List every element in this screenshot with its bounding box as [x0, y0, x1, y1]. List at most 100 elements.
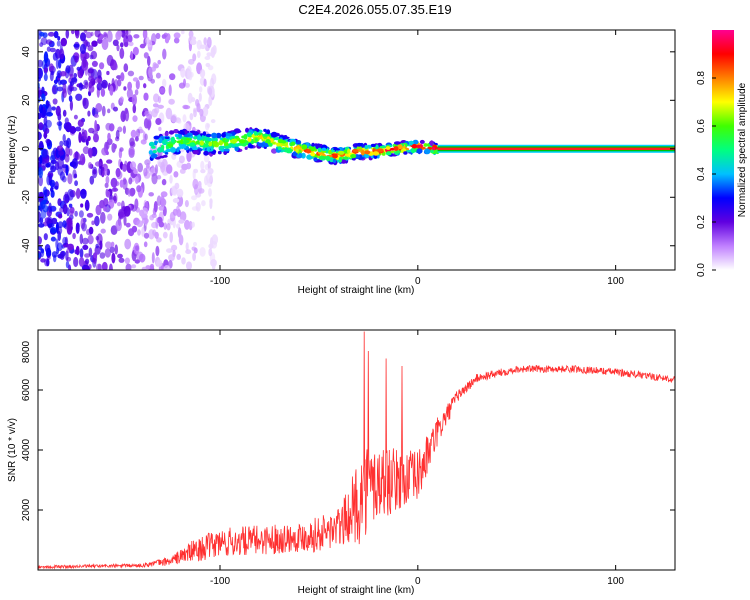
signal-blob: [412, 139, 419, 145]
signal-blob: [429, 140, 434, 147]
noise-speckle: [155, 118, 162, 125]
signal-blob: [313, 157, 318, 162]
noise-speckle: [145, 200, 149, 208]
noise-speckle: [173, 37, 180, 44]
noise-speckle: [75, 188, 81, 199]
noise-speckle: [191, 221, 195, 228]
signal-blob: [212, 140, 218, 147]
noise-speckle: [94, 119, 98, 132]
noise-speckle: [204, 56, 211, 60]
noise-speckle: [132, 77, 139, 82]
noise-speckle: [120, 72, 125, 82]
noise-speckle: [211, 234, 219, 245]
noise-speckle: [211, 215, 215, 221]
noise-speckle: [73, 173, 78, 179]
noise-speckle: [51, 217, 58, 225]
colorbar-tick-label: 0.8: [696, 71, 707, 85]
noise-speckle: [162, 78, 167, 88]
noise-speckle: [39, 32, 45, 37]
signal-blob: [189, 142, 196, 147]
noise-speckle: [63, 193, 70, 204]
noise-speckle: [38, 175, 43, 187]
spectrogram-xtick-label: 0: [415, 276, 421, 287]
noise-speckle: [74, 210, 78, 217]
noise-speckle: [186, 261, 192, 270]
noise-speckle: [185, 249, 192, 255]
noise-speckle: [99, 252, 106, 259]
signal-blob: [271, 141, 276, 145]
noise-speckle: [55, 58, 60, 70]
noise-speckle: [156, 175, 162, 180]
noise-speckle: [181, 257, 186, 265]
noise-speckle: [106, 30, 113, 43]
noise-speckle: [105, 151, 109, 156]
signal-blob: [424, 148, 431, 155]
noise-speckle: [155, 245, 160, 257]
noise-speckle: [186, 162, 192, 170]
noise-speckle: [127, 81, 132, 91]
noise-speckle: [153, 107, 160, 114]
signal-blob: [385, 146, 391, 150]
noise-speckle: [114, 244, 118, 255]
noise-speckle: [48, 202, 52, 213]
noise-speckle: [93, 133, 99, 143]
noise-speckle: [161, 34, 167, 39]
noise-speckle: [59, 140, 64, 147]
noise-speckle: [82, 244, 89, 250]
noise-speckle: [211, 263, 216, 270]
noise-speckle: [67, 173, 73, 185]
noise-speckle: [183, 105, 191, 110]
noise-speckle: [197, 50, 201, 59]
noise-speckle: [91, 40, 98, 47]
colorbar-tick-label: 0.2: [696, 215, 707, 229]
noise-speckle: [56, 145, 64, 151]
noise-speckle: [193, 247, 198, 254]
noise-speckle: [50, 165, 57, 173]
noise-speckle: [91, 106, 96, 117]
noise-speckle: [197, 180, 202, 188]
noise-speckle: [40, 199, 46, 209]
noise-speckle: [104, 165, 108, 177]
signal-blob: [432, 147, 436, 151]
noise-speckle: [62, 220, 67, 228]
spectrogram-heatmap: [38, 30, 675, 270]
signal-blob: [162, 154, 168, 158]
noise-speckle: [208, 248, 213, 257]
noise-speckle: [87, 162, 93, 169]
noise-speckle: [123, 63, 129, 73]
noise-speckle: [142, 30, 148, 40]
noise-speckle: [46, 258, 50, 267]
noise-speckle: [73, 73, 78, 78]
noise-speckle: [56, 86, 64, 92]
noise-speckle: [71, 158, 78, 169]
noise-speckle: [68, 203, 73, 208]
noise-speckle: [117, 202, 122, 207]
signal-blob: [315, 159, 323, 163]
signal-blob: [309, 146, 316, 152]
noise-speckle: [69, 125, 76, 134]
noise-speckle: [78, 210, 84, 218]
noise-speckle: [168, 84, 172, 96]
noise-speckle: [59, 48, 65, 60]
noise-speckle: [104, 248, 111, 258]
signal-blob: [372, 151, 380, 156]
noise-speckle: [43, 67, 49, 73]
noise-speckle: [84, 199, 90, 211]
noise-speckle: [117, 253, 123, 259]
noise-speckle: [116, 44, 120, 52]
noise-speckle: [46, 101, 51, 107]
noise-speckle: [124, 238, 132, 250]
noise-speckle: [136, 220, 143, 228]
noise-speckle: [111, 187, 119, 192]
spectrogram-ytick-label: 40: [21, 46, 32, 58]
signal-blob: [205, 133, 212, 138]
noise-speckle: [169, 73, 176, 81]
signal-blob: [266, 129, 271, 135]
noise-speckle: [57, 36, 61, 41]
noise-speckle: [83, 129, 88, 140]
signal-blob: [207, 137, 213, 142]
noise-speckle: [187, 92, 193, 104]
noise-speckle: [125, 30, 129, 40]
noise-speckle: [143, 241, 148, 248]
signal-blob: [245, 127, 250, 133]
